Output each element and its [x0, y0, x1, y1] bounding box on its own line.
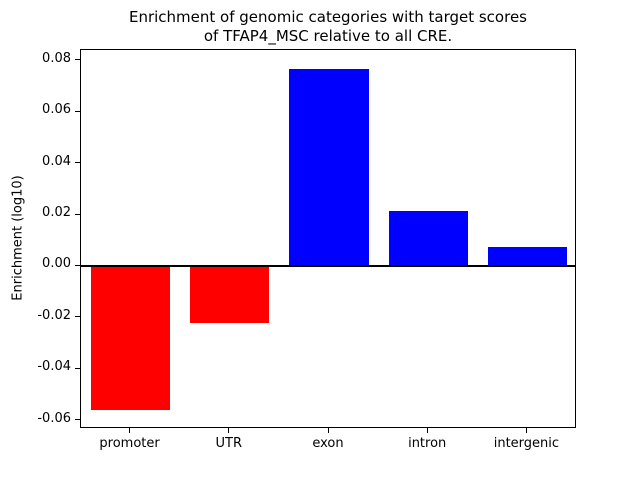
x-tick-label-intron: intron — [408, 436, 447, 451]
bar-promoter — [90, 266, 171, 411]
chart-title: Enrichment of genomic categories with ta… — [80, 8, 576, 46]
chart-title-line1: Enrichment of genomic categories with ta… — [128, 8, 527, 26]
x-tick-mark — [525, 428, 527, 433]
x-tick-label-intergenic: intergenic — [493, 436, 560, 451]
y-axis-label: Enrichment (log10) — [10, 175, 26, 301]
y-tick-mark — [75, 213, 80, 215]
y-tick-label: 0.08 — [42, 50, 71, 66]
y-tick-label: 0.04 — [42, 153, 71, 169]
y-tick-mark — [75, 110, 80, 112]
bar-UTR — [190, 266, 270, 324]
x-tick-label-UTR: UTR — [215, 436, 243, 451]
plot-area — [80, 49, 576, 428]
bar-intron — [388, 211, 468, 267]
y-tick-mark — [75, 367, 80, 369]
bar-intergenic — [487, 247, 568, 267]
y-tick-mark — [75, 316, 80, 318]
y-tick-label: 0.00 — [42, 256, 71, 272]
x-tick-label-promoter: promoter — [99, 436, 160, 451]
y-tick-label: -0.04 — [37, 359, 71, 375]
x-tick-mark — [228, 428, 230, 433]
x-tick-label-exon: exon — [312, 436, 344, 451]
y-tick-label: -0.02 — [37, 307, 71, 323]
y-tick-label: -0.06 — [37, 410, 71, 426]
y-tick-mark — [75, 264, 80, 266]
zero-axis-line — [81, 265, 575, 268]
y-tick-mark — [75, 59, 80, 61]
y-tick-label: 0.06 — [42, 102, 71, 118]
bar-exon — [289, 68, 369, 267]
x-tick-mark — [327, 428, 329, 433]
x-tick-mark — [426, 428, 428, 433]
x-tick-mark — [129, 428, 131, 433]
y-tick-label: 0.02 — [42, 205, 71, 221]
y-tick-mark — [75, 419, 80, 421]
y-tick-mark — [75, 162, 80, 164]
chart-title-line2: of TFAP4_MSC relative to all CRE. — [203, 27, 453, 45]
